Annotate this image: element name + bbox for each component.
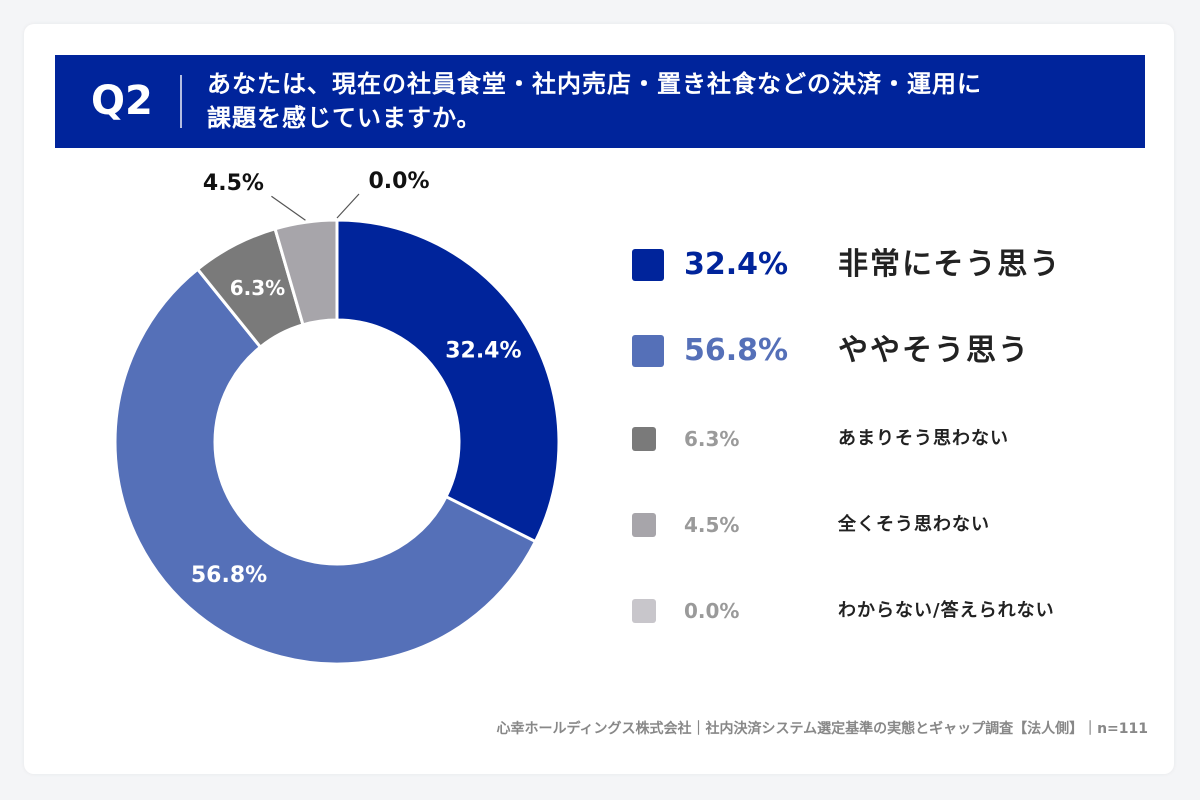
legend-pct-2: 56.8% [684,333,789,368]
legend-item-1: 32.4% 非常にそう思う [632,240,1132,290]
legend-item-4: 4.5% 全くそう思わない [632,500,1132,550]
legend-item-5: 0.0% わからない/答えられない [632,586,1132,636]
legend-item-3: 6.3% あまりそう思わない [632,414,1132,464]
question-header: Q2 あなたは、現在の社員食堂・社内売店・置き社食などの決済・運用に 課題を感じ… [55,55,1145,148]
question-title-line-1: あなたは、現在の社員食堂・社内売店・置き社食などの決済・運用に [207,70,982,98]
slice-label-2: 56.8% [191,563,267,588]
slice-label-3: 6.3% [230,276,285,300]
donut-slice-4 [273,218,339,327]
legend-swatch-3 [632,427,656,451]
question-title-line-2: 課題を感じていますか。 [207,104,482,132]
legend-pct-1: 32.4% [684,247,789,282]
header-divider [180,75,182,128]
legend-label-1: 非常にそう思う [838,247,1062,282]
legend-swatch-2 [632,335,664,367]
slice-label-1: 32.4% [445,339,521,364]
legend-swatch-5 [632,599,656,623]
source-footer: 心幸ホールディングス株式会社｜社内決済システム選定基準の実態とギャップ調査【法人… [496,721,1148,737]
legend-pct-5: 0.0% [684,599,740,623]
question-number: Q2 [91,78,153,124]
leader-line-5 [336,193,360,219]
leader-line-4 [271,195,306,221]
legend-label-5: わからない/答えられない [838,600,1055,621]
legend-item-2: 56.8% ややそう思う [632,326,1132,376]
legend-label-4: 全くそう思わない [838,514,990,535]
legend-swatch-1 [632,249,664,281]
donut-slice-2 [113,267,538,666]
legend-pct-4: 4.5% [684,513,740,537]
legend-pct-3: 6.3% [684,427,740,451]
question-title: あなたは、現在の社員食堂・社内売店・置き社食などの決済・運用に 課題を感じていま… [207,67,1127,135]
legend-swatch-4 [632,513,656,537]
legend-label-3: あまりそう思わない [838,428,1009,449]
legend-label-2: ややそう思う [838,333,1030,368]
slice-label-4: 4.5% [203,171,264,196]
donut-slice-1 [335,218,561,544]
slice-label-5: 0.0% [368,169,429,194]
